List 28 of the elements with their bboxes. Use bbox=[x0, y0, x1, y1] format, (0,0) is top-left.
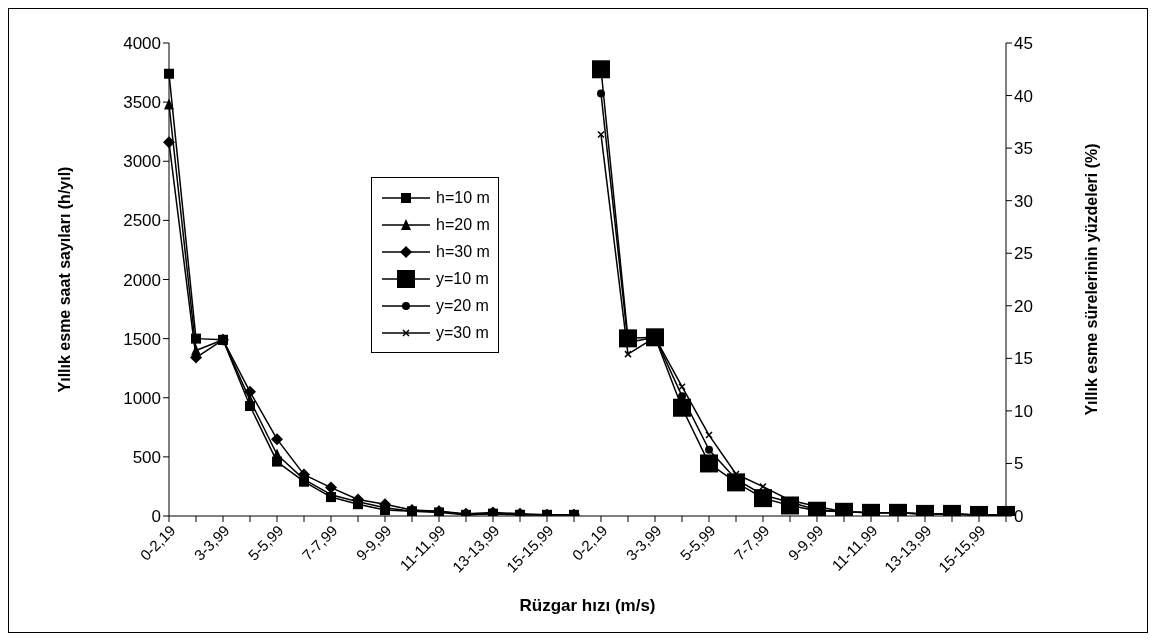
y2-axis-title: Yıllık esme sürelerinin yüzdeleri (%) bbox=[1082, 143, 1100, 416]
x-axis-title: Rüzgar hızı (m/s) bbox=[519, 596, 656, 615]
y-tick-label: 3000 bbox=[123, 152, 161, 172]
legend-label: y=30 m bbox=[436, 323, 489, 342]
y-tick-label: 500 bbox=[132, 447, 161, 467]
y2-tick-label: 45 bbox=[1014, 34, 1033, 54]
y-tick-label: 3500 bbox=[123, 93, 161, 113]
legend-label: y=10 m bbox=[436, 269, 489, 288]
y2-tick-label: 25 bbox=[1014, 244, 1033, 264]
y2-tick-label: 40 bbox=[1014, 86, 1033, 106]
y2-tick-label: 0 bbox=[1014, 507, 1024, 527]
y-tick-label: 2500 bbox=[123, 211, 161, 231]
y-tick-label: 1000 bbox=[123, 388, 161, 408]
y-tick-label: 4000 bbox=[123, 34, 161, 54]
y2-tick-label: 10 bbox=[1014, 401, 1033, 421]
legend-label: h=10 m bbox=[436, 188, 490, 207]
y2-tick-label: 35 bbox=[1014, 139, 1033, 159]
y2-tick-label: 15 bbox=[1014, 349, 1033, 369]
y-tick-label: 1500 bbox=[123, 329, 161, 349]
y-tick-label: 0 bbox=[151, 507, 161, 527]
y2-tick-label: 30 bbox=[1014, 191, 1033, 211]
legend-label: h=20 m bbox=[436, 215, 490, 234]
legend-label: h=30 m bbox=[436, 242, 490, 261]
y2-tick-label: 20 bbox=[1014, 296, 1033, 316]
y-tick-label: 2000 bbox=[123, 270, 161, 290]
legend-label: y=20 m bbox=[436, 296, 489, 315]
y-axis-title: Yıllık esme saat sayıları (h/yıl) bbox=[55, 166, 73, 393]
y2-tick-label: 5 bbox=[1014, 454, 1024, 474]
